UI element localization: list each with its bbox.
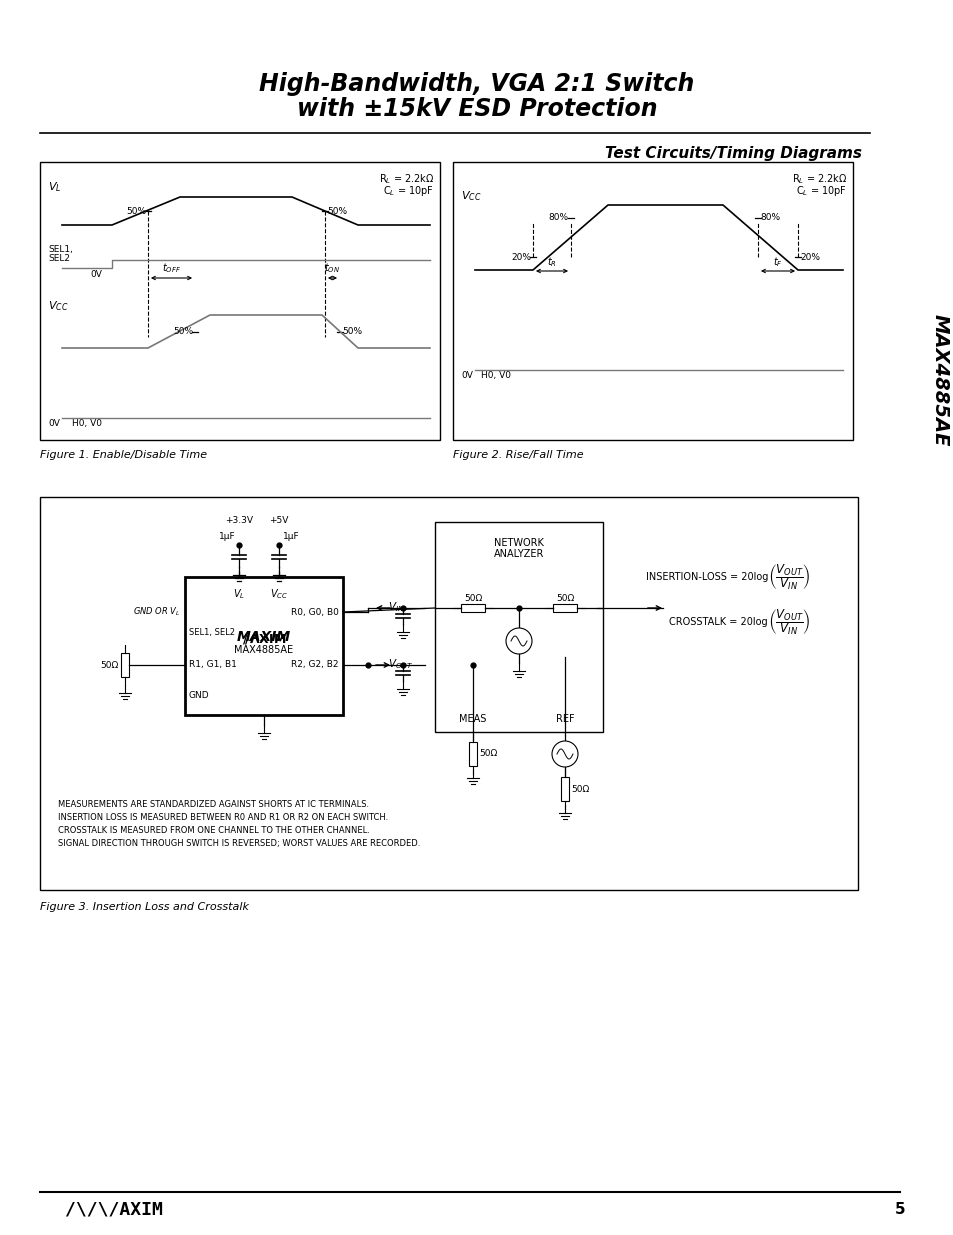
Text: 50Ω: 50Ω <box>101 661 119 669</box>
Text: R0, G0, B0: R0, G0, B0 <box>291 608 338 616</box>
Bar <box>40 496 857 890</box>
Text: C$_L$ = 10pF: C$_L$ = 10pF <box>382 184 434 198</box>
Text: C$_L$ = 10pF: C$_L$ = 10pF <box>795 184 846 198</box>
Text: ANALYZER: ANALYZER <box>494 550 543 559</box>
Text: V$_{IN}$: V$_{IN}$ <box>388 600 404 614</box>
Text: SEL1, SEL2: SEL1, SEL2 <box>189 627 234 636</box>
Text: R$_L$ = 2.2kΩ: R$_L$ = 2.2kΩ <box>791 172 846 185</box>
Bar <box>469 742 476 766</box>
Bar <box>453 162 852 440</box>
Text: /\/\/AXIM: /\/\/AXIM <box>65 1200 163 1219</box>
Bar <box>435 522 602 732</box>
Text: with ±15kV ESD Protection: with ±15kV ESD Protection <box>296 98 657 121</box>
Text: t$_R$: t$_R$ <box>546 256 557 269</box>
Bar <box>40 162 439 440</box>
Text: t$_F$: t$_F$ <box>772 256 782 269</box>
Bar <box>553 604 577 613</box>
Text: INSERTION LOSS IS MEASURED BETWEEN R0 AND R1 OR R2 ON EACH SWITCH.: INSERTION LOSS IS MEASURED BETWEEN R0 AN… <box>58 813 388 823</box>
Text: R1, G1, B1: R1, G1, B1 <box>189 661 236 669</box>
Text: V$_{CC}$: V$_{CC}$ <box>270 587 288 600</box>
Text: MEAS: MEAS <box>458 714 486 724</box>
Text: V$_{CC}$: V$_{CC}$ <box>48 299 69 312</box>
Text: 20%: 20% <box>511 252 531 262</box>
Text: Figure 3. Insertion Loss and Crosstalk: Figure 3. Insertion Loss and Crosstalk <box>40 902 249 911</box>
Text: GND: GND <box>189 690 210 699</box>
Text: V$_L$: V$_L$ <box>233 587 245 600</box>
Text: 0V: 0V <box>90 270 102 279</box>
Bar <box>560 777 568 802</box>
Text: t$_{OFF}$: t$_{OFF}$ <box>162 261 181 275</box>
Text: SEL2: SEL2 <box>48 254 70 263</box>
Circle shape <box>505 629 532 655</box>
Text: 20%: 20% <box>800 252 820 262</box>
Text: INSERTION-LOSS = 20log: INSERTION-LOSS = 20log <box>645 572 767 582</box>
Text: MAX4885AE: MAX4885AE <box>234 645 294 655</box>
Text: Test Circuits/Timing Diagrams: Test Circuits/Timing Diagrams <box>604 146 862 161</box>
Text: $\mathbf{/\!/ \Lambda X I \mathbf{M}}$: $\mathbf{/\!/ \Lambda X I \mathbf{M}}$ <box>241 632 286 646</box>
Text: Figure 2. Rise/Fall Time: Figure 2. Rise/Fall Time <box>453 450 583 459</box>
Text: CROSSTALK IS MEASURED FROM ONE CHANNEL TO THE OTHER CHANNEL.: CROSSTALK IS MEASURED FROM ONE CHANNEL T… <box>58 826 370 835</box>
Bar <box>121 653 129 677</box>
Text: 80%: 80% <box>760 214 780 222</box>
Text: 1µF: 1µF <box>218 532 235 541</box>
Text: 50%: 50% <box>126 206 146 215</box>
Text: Figure 1. Enable/Disable Time: Figure 1. Enable/Disable Time <box>40 450 207 459</box>
Text: 50Ω: 50Ω <box>478 750 497 758</box>
Text: V$_L$: V$_L$ <box>48 180 62 194</box>
Text: t$_{ON}$: t$_{ON}$ <box>324 261 340 275</box>
Text: H0, V0: H0, V0 <box>71 419 102 429</box>
Text: MAX4885AE: MAX4885AE <box>929 314 948 446</box>
Text: High-Bandwidth, VGA 2:1 Switch: High-Bandwidth, VGA 2:1 Switch <box>259 72 694 96</box>
Text: +5V: +5V <box>269 516 289 525</box>
Text: +3.3V: +3.3V <box>225 516 253 525</box>
Text: V$_{CC}$: V$_{CC}$ <box>460 189 481 203</box>
Bar <box>185 577 343 715</box>
Text: 50%: 50% <box>341 327 362 336</box>
Bar <box>460 604 484 613</box>
Text: H0, V0: H0, V0 <box>480 370 511 380</box>
Text: $\left(\dfrac{V_{OUT}}{V_{IN}}\right)$: $\left(\dfrac{V_{OUT}}{V_{IN}}\right)$ <box>767 608 810 637</box>
Text: 0V: 0V <box>48 419 60 429</box>
Text: SEL1,: SEL1, <box>48 245 72 254</box>
Text: NETWORK: NETWORK <box>494 538 543 548</box>
Text: 80%: 80% <box>548 214 568 222</box>
Text: $\left(\dfrac{V_{OUT}}{V_{IN}}\right)$: $\left(\dfrac{V_{OUT}}{V_{IN}}\right)$ <box>767 562 810 592</box>
Text: 50Ω: 50Ω <box>556 594 574 603</box>
Text: R2, G2, B2: R2, G2, B2 <box>292 661 338 669</box>
Text: MEASUREMENTS ARE STANDARDIZED AGAINST SHORTS AT IC TERMINALS.: MEASUREMENTS ARE STANDARDIZED AGAINST SH… <box>58 800 369 809</box>
Text: 50%: 50% <box>172 327 193 336</box>
Text: 50Ω: 50Ω <box>463 594 481 603</box>
Text: 5: 5 <box>893 1203 904 1218</box>
Text: GND OR V$_L$: GND OR V$_L$ <box>133 605 181 619</box>
Text: SIGNAL DIRECTION THROUGH SWITCH IS REVERSED; WORST VALUES ARE RECORDED.: SIGNAL DIRECTION THROUGH SWITCH IS REVER… <box>58 839 420 848</box>
Text: REF: REF <box>555 714 574 724</box>
Text: 1µF: 1µF <box>282 532 299 541</box>
Text: V$_{OUT}$: V$_{OUT}$ <box>388 657 413 671</box>
Text: MAXIM: MAXIM <box>236 630 291 643</box>
Circle shape <box>552 741 578 767</box>
Text: 50Ω: 50Ω <box>571 784 589 794</box>
Text: R$_L$ = 2.2kΩ: R$_L$ = 2.2kΩ <box>378 172 434 185</box>
Text: 50%: 50% <box>327 206 347 215</box>
Text: 0V: 0V <box>460 370 473 380</box>
Text: CROSSTALK = 20log: CROSSTALK = 20log <box>669 618 767 627</box>
